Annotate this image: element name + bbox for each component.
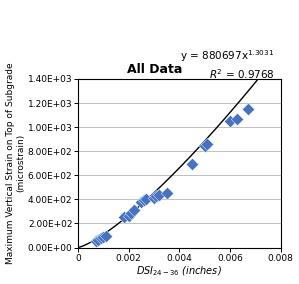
Point	[121, 215, 126, 220]
Point	[98, 236, 103, 241]
Point	[144, 197, 149, 201]
Point	[101, 235, 106, 239]
Point	[228, 119, 232, 124]
Point	[141, 198, 146, 202]
Point	[245, 107, 250, 111]
Point	[96, 237, 101, 242]
Point	[157, 192, 161, 197]
Point	[129, 210, 134, 215]
Point	[235, 116, 240, 121]
Point	[190, 162, 194, 167]
Title: All Data: All Data	[127, 63, 183, 76]
Point	[164, 191, 169, 195]
Point	[126, 214, 131, 218]
Point	[205, 142, 210, 146]
Point	[131, 208, 136, 212]
Point	[139, 199, 144, 204]
Point	[103, 234, 108, 238]
Y-axis label: Maximum Vertical Strain on Top of Subgrade
(microstrain): Maximum Vertical Strain on Top of Subgra…	[6, 62, 25, 264]
Point	[152, 195, 156, 200]
Text: y = 880697x$^{1.3031}$
$R^2$ = 0.9768: y = 880697x$^{1.3031}$ $R^2$ = 0.9768	[180, 49, 274, 81]
Point	[154, 194, 159, 199]
X-axis label: $DSI_{24-36}$ (inches): $DSI_{24-36}$ (inches)	[136, 265, 222, 278]
Point	[93, 239, 98, 243]
Point	[202, 144, 207, 149]
